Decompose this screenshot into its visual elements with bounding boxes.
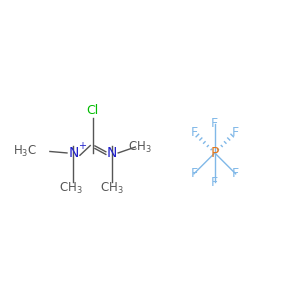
Text: F: F (190, 125, 197, 139)
Text: F: F (211, 176, 218, 189)
Text: Cl: Cl (86, 104, 99, 117)
Text: CH$_3$: CH$_3$ (128, 140, 152, 154)
Text: +: + (78, 142, 86, 152)
Text: N: N (68, 146, 79, 160)
Text: N: N (106, 146, 117, 160)
Text: F: F (232, 167, 239, 180)
Text: CH$_3$: CH$_3$ (59, 181, 83, 196)
Text: P: P (211, 146, 219, 160)
Text: H$_3$C: H$_3$C (13, 144, 37, 159)
Text: CH$_3$: CH$_3$ (100, 181, 124, 196)
Text: F: F (211, 117, 218, 130)
Text: F: F (190, 167, 197, 180)
Text: F: F (232, 125, 239, 139)
